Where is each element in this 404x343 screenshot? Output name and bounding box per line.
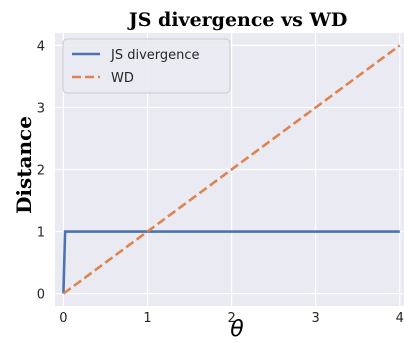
legend-box [62,38,231,94]
x-tick-label-2: 2 [227,311,235,326]
x-tick-label-3: 3 [312,311,320,326]
chart-title: JS divergence vs WD [127,9,348,31]
y-tick-label-2: 2 [37,164,45,179]
x-axis-label: θ [230,317,244,342]
y-tick-label-1: 1 [37,226,45,241]
x-tick-label-4: 4 [396,311,404,326]
x-tick-label-0: 0 [59,311,67,326]
y-axis-ticks: 0 1 2 3 4 [37,39,45,302]
series-line-0 [62,230,400,294]
x-tick-label-1: 1 [143,311,151,326]
y-tick-label-3: 3 [37,101,45,116]
legend-label-0: JS divergence [110,48,200,63]
y-tick-label-0: 0 [37,288,45,303]
series-group [62,44,401,295]
legend: JS divergence WD [62,38,231,94]
x-axis-ticks: 0 1 2 3 4 [59,311,404,326]
y-tick-label-4: 4 [37,39,45,54]
y-axis-label: Distance [12,116,36,214]
legend-label-1: WD [111,71,134,86]
series-line-1 [62,44,401,295]
